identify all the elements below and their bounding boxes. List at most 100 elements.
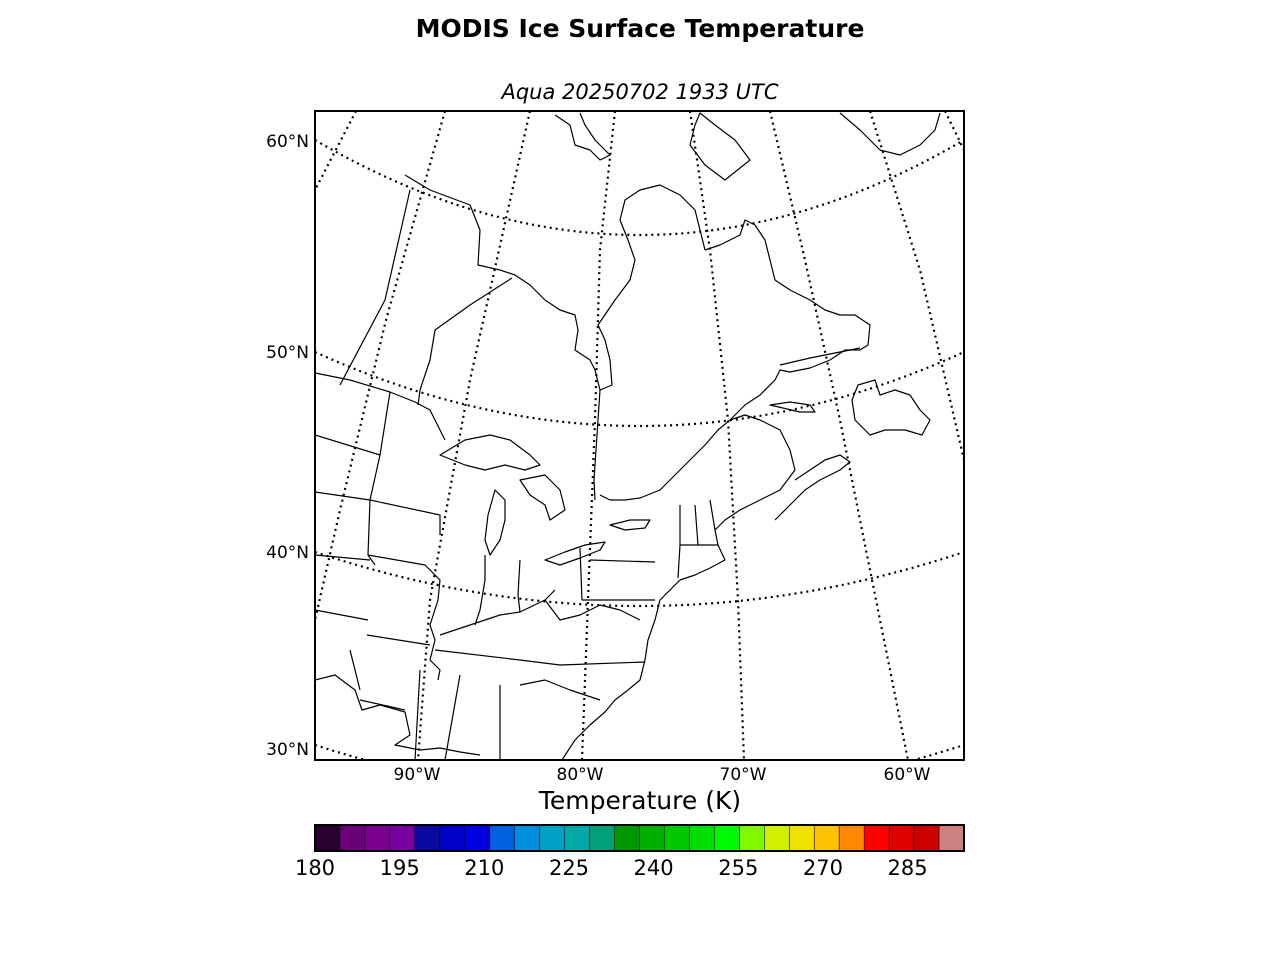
colorbar-tick-label: 225	[548, 856, 590, 880]
lon-label-80w: 80°W	[557, 765, 604, 785]
border-nc-sc	[519, 679, 601, 701]
arctic-islands	[554, 112, 611, 161]
colorbar-segment	[614, 825, 640, 851]
meridian-70w	[868, 111, 964, 461]
meridian-90w	[416, 111, 532, 760]
colorbar-segment	[414, 825, 441, 851]
nova-scotia	[774, 454, 851, 521]
hudson-bay-coast	[404, 174, 706, 391]
graticule-meridians	[315, 111, 964, 760]
parallel-60n	[315, 139, 964, 236]
parallel-40n	[315, 550, 964, 608]
colorbar-segment	[589, 825, 616, 851]
colorbar-segment	[714, 825, 740, 851]
colorbar-segment	[864, 825, 890, 851]
border-al	[444, 674, 461, 760]
colorbar-frame	[314, 824, 965, 852]
colorbar-tick-label: 240	[633, 856, 674, 880]
border-ky	[439, 589, 556, 636]
anticosti	[769, 401, 816, 413]
lat-label-50n: 50°N	[266, 343, 309, 363]
lake-erie	[544, 541, 606, 566]
gulf-st-lawrence	[599, 349, 846, 501]
figure-title: MODIS Ice Surface Temperature	[415, 14, 865, 43]
colorbar-segment	[789, 825, 815, 851]
border-va	[544, 599, 641, 621]
border-quebec-ontario	[593, 389, 601, 501]
lat-label-30n: 30°N	[266, 740, 309, 760]
newfoundland	[851, 379, 931, 436]
parallel-50n	[315, 350, 964, 427]
lat-label-60n: 60°N	[266, 132, 309, 152]
meridian-100w	[315, 111, 357, 191]
coastlines	[315, 112, 941, 760]
us-canada-border	[315, 372, 446, 441]
colorbar-segment	[539, 825, 566, 851]
border-nh-me	[709, 499, 716, 531]
graticule-parallels	[315, 139, 964, 760]
us-east-coast	[561, 529, 726, 760]
colorbar-segment	[564, 825, 591, 851]
colorbar-segment	[315, 825, 341, 851]
map-content	[315, 111, 964, 760]
colorbar-segment	[489, 825, 516, 851]
gulf-coast	[315, 674, 481, 756]
colorbar-tick-label: 210	[464, 856, 505, 880]
border-oh-in	[474, 555, 486, 626]
colorbar-label: Temperature (K)	[538, 786, 742, 815]
border-nd-sd	[315, 434, 381, 456]
colorbar	[315, 825, 965, 851]
colorbar-tick-label: 180	[294, 856, 336, 880]
colorbar-segment	[939, 825, 965, 851]
meridian-65w	[944, 111, 964, 151]
border-ar	[366, 634, 431, 646]
greenland-coast	[839, 112, 941, 156]
colorbar-tick-label: 195	[379, 856, 420, 880]
border-manitoba-ontario	[417, 277, 513, 406]
meridian-95w	[315, 111, 447, 621]
border-mo	[367, 554, 441, 681]
colorbar-segment	[514, 825, 541, 851]
border-ks-ok	[315, 609, 369, 621]
border-la	[359, 699, 406, 711]
lake-superior	[439, 434, 541, 471]
colorbar-segment	[464, 825, 491, 851]
figure-subtitle: Aqua 20250702 1933 UTC	[501, 80, 779, 104]
border-ia	[369, 499, 441, 535]
lon-label-90w: 90°W	[394, 765, 441, 785]
lon-label-60w: 60°W	[884, 765, 931, 785]
border-pa-ny	[589, 559, 656, 563]
colorbar-segment	[764, 825, 790, 851]
border-vt-nh	[694, 504, 699, 546]
border-oh-pa	[579, 547, 583, 601]
colorbar-segment	[664, 825, 690, 851]
border-ny-vt	[677, 505, 681, 579]
border-manitoba-sask	[339, 189, 411, 386]
meridian-75w	[768, 111, 910, 760]
latitude-labels: 60°N 50°N 40°N 30°N	[266, 132, 309, 760]
colorbar-segment	[914, 825, 940, 851]
colorbar-segment	[889, 825, 915, 851]
maritimes	[714, 414, 796, 531]
colorbar-segment	[439, 825, 466, 851]
border-labrador-quebec	[779, 347, 861, 366]
colorbar-segment	[339, 825, 366, 851]
colorbar-segment	[839, 825, 865, 851]
baffin-island	[689, 112, 751, 181]
colorbar-segment	[639, 825, 665, 851]
colorbar-segment	[739, 825, 765, 851]
lake-ontario	[609, 519, 651, 531]
border-ok-tx	[349, 649, 361, 691]
border-tn	[434, 649, 646, 666]
colorbar-segment	[814, 825, 840, 851]
border-sd-ne	[315, 491, 371, 501]
labrador-coast	[704, 219, 871, 351]
border-ne-ks	[315, 554, 371, 561]
colorbar-tick-label: 285	[887, 856, 928, 880]
colorbar-segment	[689, 825, 715, 851]
lon-label-70w: 70°W	[720, 765, 767, 785]
colorbar-segment	[389, 825, 416, 851]
lat-label-40n: 40°N	[266, 543, 309, 563]
border-oh	[517, 559, 521, 613]
